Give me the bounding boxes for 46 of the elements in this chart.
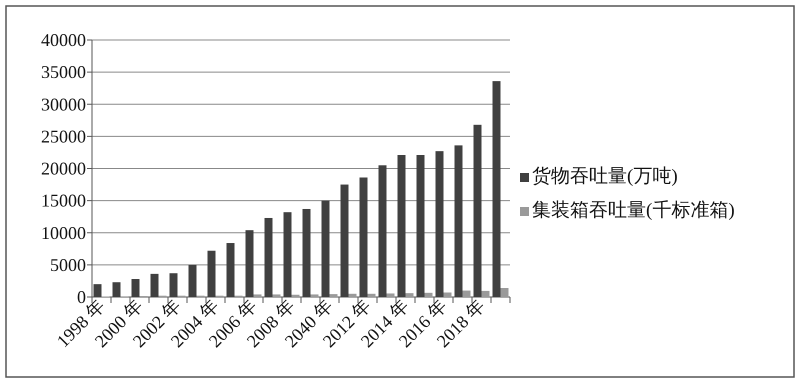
bar bbox=[454, 145, 462, 297]
bar bbox=[112, 282, 120, 297]
bar bbox=[416, 155, 424, 297]
bar bbox=[208, 250, 216, 297]
bar bbox=[94, 284, 102, 297]
bar bbox=[436, 151, 444, 297]
bar bbox=[482, 290, 490, 297]
bar bbox=[348, 294, 356, 297]
bar bbox=[462, 290, 470, 297]
bar bbox=[398, 155, 406, 297]
bar bbox=[378, 165, 386, 297]
bar bbox=[406, 293, 414, 297]
legend-label: 集装箱吞吐量(千标准箱) bbox=[532, 200, 735, 221]
bar bbox=[330, 294, 338, 297]
bar bbox=[302, 208, 310, 297]
bar bbox=[340, 184, 348, 297]
y-tick-label: 5000 bbox=[50, 254, 86, 275]
bar bbox=[226, 243, 234, 297]
bar bbox=[474, 124, 482, 297]
bar bbox=[310, 294, 318, 297]
bar bbox=[360, 177, 368, 297]
bar bbox=[368, 294, 376, 297]
bar bbox=[246, 230, 254, 297]
bar bbox=[132, 279, 140, 297]
bar bbox=[500, 288, 508, 297]
bar bbox=[284, 212, 292, 297]
bar bbox=[150, 274, 158, 297]
y-tick-label: 0 bbox=[77, 287, 86, 307]
y-tick-label: 25000 bbox=[41, 126, 86, 146]
y-tick-label: 40000 bbox=[41, 30, 86, 50]
bar bbox=[322, 200, 330, 297]
bar bbox=[254, 294, 262, 297]
bar bbox=[492, 81, 500, 297]
bar bbox=[272, 294, 280, 297]
y-tick-label: 30000 bbox=[41, 94, 86, 114]
y-tick-label: 15000 bbox=[41, 190, 86, 211]
bar bbox=[264, 218, 272, 297]
y-tick-label: 10000 bbox=[41, 222, 86, 243]
bar bbox=[386, 293, 394, 297]
bar bbox=[188, 264, 196, 297]
y-tick-label: 20000 bbox=[41, 158, 86, 178]
legend-label: 货物吞吐量(万吨) bbox=[532, 166, 678, 187]
bar bbox=[444, 292, 452, 297]
bar bbox=[424, 292, 432, 297]
bar bbox=[170, 273, 178, 297]
y-tick-label: 35000 bbox=[41, 62, 86, 82]
